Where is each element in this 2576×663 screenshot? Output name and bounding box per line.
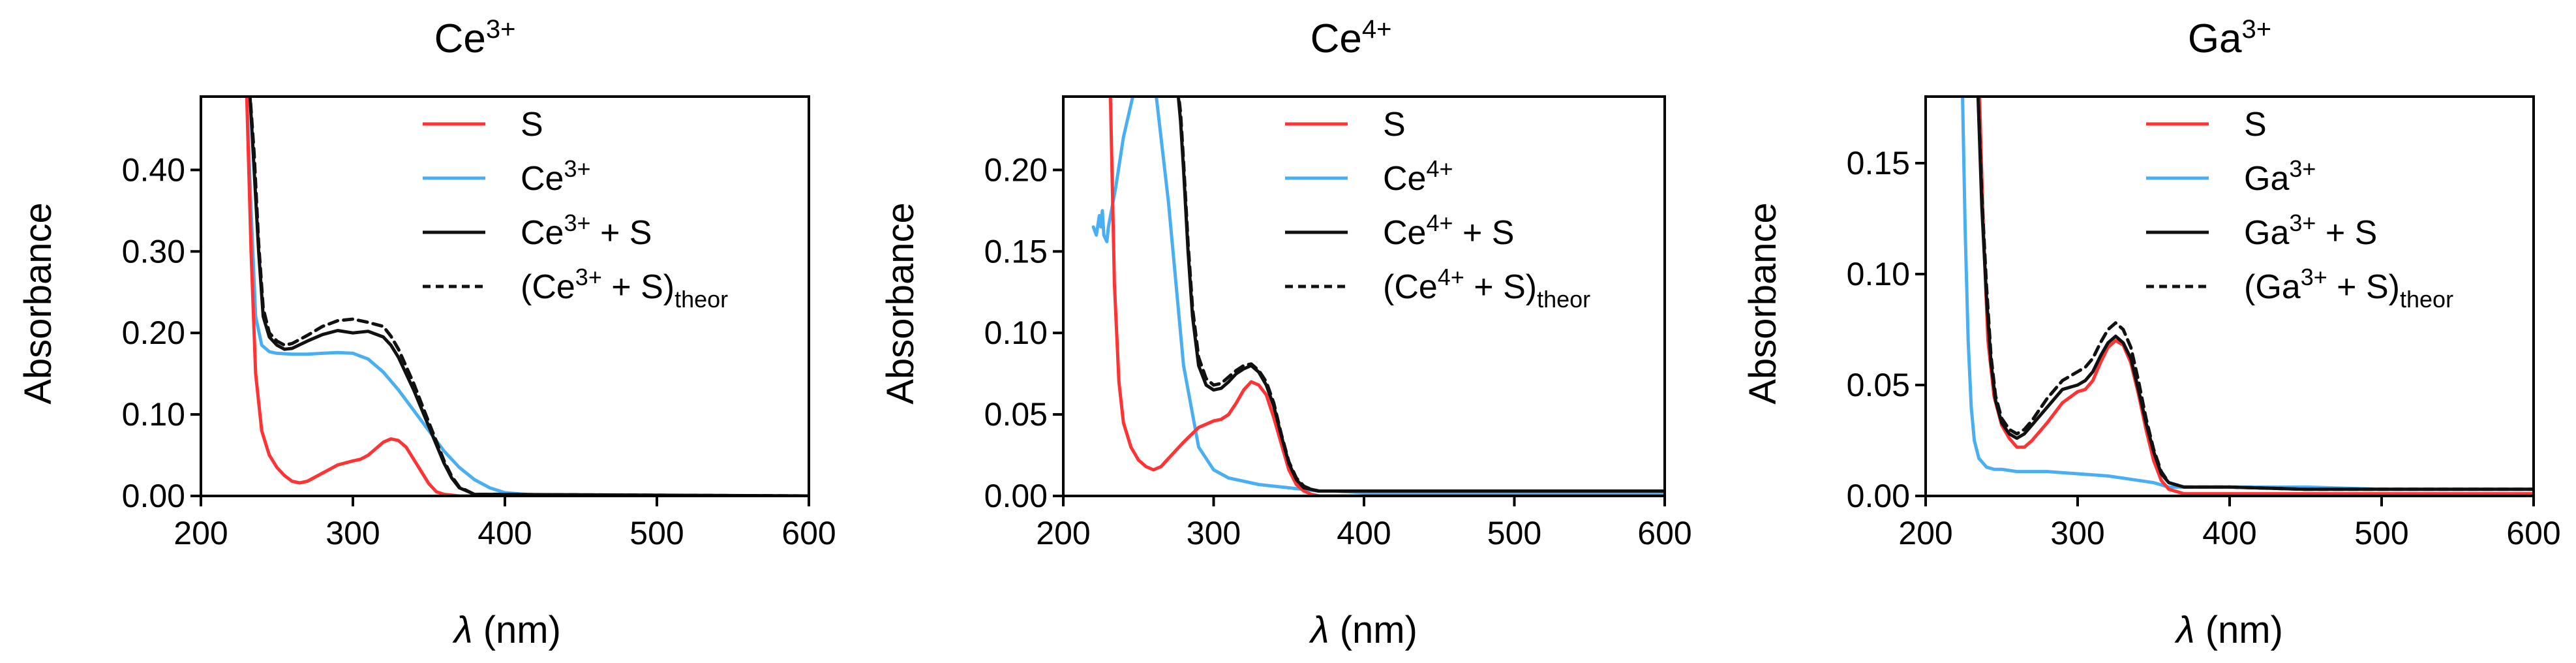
y-tick-label: 0.40: [122, 151, 185, 188]
series-group: [1091, 97, 1665, 496]
legend-label: Ce4+: [1383, 155, 1453, 198]
legend-label: Ce4+ + S: [1383, 209, 1514, 252]
legend-label: (Ce4+ + S)theor: [1383, 264, 1590, 313]
series-line-s: [1978, 97, 2534, 496]
y-tick-label: 0.30: [122, 233, 185, 270]
x-tick-label: 500: [1487, 515, 1541, 551]
x-tick-label: 400: [477, 515, 532, 551]
plot-area: 200 300 400 500 600 0.00 0.05 0.10 0.15 S Ga3+ Ga3+…: [1847, 95, 2561, 551]
series-line-ce4-s: [1176, 97, 1665, 493]
x-tick-label: 300: [1187, 515, 1241, 551]
plot-area: 200 300 400 500 600 0.00 0.10 0.20 0.30 0.40 S Ce3+…: [122, 95, 836, 551]
x-tick-label: 200: [1036, 515, 1090, 551]
series-group: [1961, 97, 2534, 496]
y-axis-title: Absorbance: [879, 202, 922, 405]
x-tick-label: 600: [781, 515, 836, 551]
x-axis-title: λ (nm): [2174, 609, 2283, 651]
y-tick-label: 0.00: [122, 478, 185, 514]
y-tick-label: 0.20: [984, 151, 1048, 188]
y-axis-title: Absorbance: [1742, 202, 1784, 405]
y-tick-label: 0.15: [984, 233, 1048, 270]
y-tick-label: 0.05: [984, 396, 1048, 433]
legend: S Ce3+ Ce3+ + S (Ce3+ + S)theor: [423, 106, 728, 313]
x-tick-label: 300: [326, 515, 380, 551]
x-tick-label: 200: [174, 515, 228, 551]
series-line-ce4-: [1091, 97, 1665, 496]
y-tick-label: 0.10: [1847, 256, 1910, 292]
legend-label: Ce3+ + S: [521, 209, 652, 252]
legend: S Ce4+ Ce4+ + S (Ce4+ + S)theor: [1285, 106, 1590, 313]
series-line-s: [245, 97, 809, 496]
x-tick-label: 600: [2506, 515, 2560, 551]
y-tick-label: 0.10: [984, 315, 1048, 351]
x-tick-label: 600: [1637, 515, 1691, 551]
series-line-ga3-s: [1976, 97, 2534, 491]
x-tick-label: 400: [1337, 515, 1391, 551]
legend-label: (Ce3+ + S)theor: [521, 264, 728, 313]
x-tick-label: 400: [2202, 515, 2256, 551]
series-line-s: [1108, 97, 1665, 496]
y-tick-label: 0.00: [1847, 478, 1910, 514]
plot-area: 200 300 400 500 600 0.00 0.05 0.10 0.15 0.20 S Ce4+…: [984, 95, 1692, 551]
y-tick-label: 0.00: [984, 478, 1048, 514]
x-axis-title: λ (nm): [452, 609, 561, 651]
legend-label: Ce3+: [521, 155, 591, 198]
series-group: [245, 97, 809, 496]
x-tick-label: 300: [2050, 515, 2104, 551]
legend-label: S: [1383, 106, 1406, 144]
panel-title: Ce4+: [1311, 15, 1392, 61]
x-tick-label: 500: [2354, 515, 2408, 551]
y-tick-label: 0.15: [1847, 145, 1910, 181]
panel-ce3: Ce3+ 200 300 400 500 600 0.00 0.10 0.20 0.30 0.40…: [17, 15, 836, 651]
legend-label: Ga3+ + S: [2244, 209, 2377, 252]
legend-label: (Ga3+ + S)theor: [2244, 264, 2453, 313]
legend-label: Ga3+: [2244, 155, 2316, 198]
panel-title: Ga3+: [2188, 15, 2271, 61]
legend: S Ga3+ Ga3+ + S (Ga3+ + S)theor: [2146, 106, 2453, 313]
series-line-ce3-: [245, 97, 809, 496]
y-tick-label: 0.10: [122, 396, 185, 433]
series-line-ce3-s: [248, 97, 809, 496]
y-tick-label: 0.05: [1847, 367, 1910, 403]
y-axis-title: Absorbance: [17, 202, 59, 405]
x-tick-label: 200: [1898, 515, 1952, 551]
legend-label: S: [521, 106, 543, 144]
legend-label: S: [2244, 106, 2267, 144]
panel-ce4: Ce4+ 200 300 400 500 600 0.00 0.05 0.10 0.15 0.20…: [879, 15, 1692, 651]
panel-title: Ce3+: [434, 15, 516, 61]
y-tick-label: 0.20: [122, 315, 185, 351]
panel-ga3: Ga3+ 200 300 400 500 600 0.00 0.05 0.10 0.15 S Ga3…: [1742, 15, 2561, 651]
x-axis-title: λ (nm): [1309, 609, 1417, 651]
x-tick-label: 500: [629, 515, 684, 551]
